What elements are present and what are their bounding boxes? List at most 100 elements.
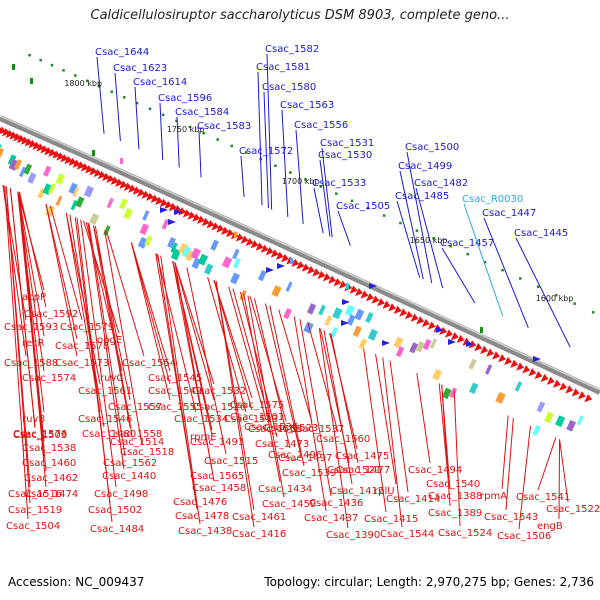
cds-arrow (584, 394, 593, 403)
cds-arrow (40, 145, 49, 154)
cog-band (257, 270, 267, 282)
top-leader (441, 247, 476, 304)
cds-arrow (68, 157, 77, 166)
bottom-leader (76, 217, 113, 523)
cog-band (441, 387, 452, 400)
bottom-leader (416, 373, 431, 464)
bottom-gene-label: Csac_1545 (148, 373, 202, 384)
bottom-gene-label: Csac_1438 (178, 526, 232, 537)
cog-band (344, 304, 356, 317)
top-gene-label: Csac_1500 (405, 142, 459, 153)
tick-dot (274, 164, 277, 168)
cog-band (181, 246, 192, 258)
bottom-leader (330, 333, 359, 464)
top-gene-label: Csac_1505 (336, 201, 390, 212)
cds-arrow (382, 300, 391, 309)
tick-dot (289, 171, 292, 174)
map-title: Caldicellulosiruptor saccharolyticus DSM… (90, 8, 510, 23)
bottom-leader (278, 309, 313, 423)
bottom-gene-label: Csac_1521 (327, 465, 381, 476)
cds-arrow (577, 391, 586, 400)
top-leader (406, 151, 433, 284)
cds-arrow (296, 261, 305, 270)
cog-band (190, 247, 201, 260)
feature-markers (12, 64, 541, 362)
cds-arrow (201, 217, 210, 227)
bottom-leader (382, 357, 403, 528)
cds-arrow (32, 141, 41, 150)
feature-square (480, 327, 483, 333)
cds-arrow (48, 148, 57, 157)
cog-band (55, 173, 66, 185)
bottom-gene-label: Csac_1415 (364, 514, 418, 525)
tick-dot (573, 302, 576, 305)
bottom-leader (264, 303, 301, 452)
top-gene-label: Csac_1596 (158, 93, 212, 104)
cog-band (555, 415, 566, 428)
bottom-gene-label: Csac_1536 (244, 422, 298, 433)
top-gene-label: Csac_R0030 (462, 194, 523, 205)
cog-band (536, 401, 546, 413)
bottom-gene-label: Csac_1437 (304, 513, 358, 524)
bottom-gene-label: Csac_1523 (264, 423, 318, 434)
cog-band (75, 196, 85, 208)
cds-arrow (328, 275, 337, 284)
tick-dot (50, 63, 54, 67)
cds-arrow (301, 263, 310, 272)
strand-marker (160, 207, 168, 213)
bottom-gene-label: Csac_1506 (497, 531, 551, 542)
cog-band (449, 387, 458, 399)
cds-arrow (141, 190, 150, 199)
bottom-leader (156, 253, 197, 413)
bottom-gene-label: Csac_1414 (386, 494, 440, 505)
bottom-leader (213, 279, 253, 411)
cds-arrow (93, 168, 102, 178)
top-gene-label: Csac_1457 (440, 238, 494, 249)
cog-band (139, 223, 150, 235)
bottom-gene-label: Csac_1539 (282, 468, 336, 479)
cog-band (318, 304, 326, 316)
cds-arrow (255, 242, 264, 251)
bottom-leader (65, 213, 101, 413)
bottom-gene-label: Csac_1532 (192, 386, 246, 397)
bottom-leader (80, 219, 117, 488)
cog-band (409, 342, 419, 354)
cds-arrow (393, 305, 402, 314)
strand-marker (341, 320, 349, 326)
feature-square (290, 258, 293, 264)
cog-band (532, 424, 541, 436)
cog-band (395, 346, 405, 358)
bottom-gene-label: Csac_1480 (82, 429, 136, 440)
cog-color-bands (0, 143, 584, 436)
bottom-leader-lines (2, 184, 569, 530)
cds-arrow (265, 247, 274, 256)
cds-arrow (404, 310, 413, 320)
cds-arrow (444, 329, 453, 338)
bottom-gene-label: Csac_1504 (6, 521, 60, 532)
feature-square (12, 64, 15, 70)
bottom-gene-label: Csac_1537 (290, 424, 344, 435)
cog-band (55, 195, 63, 206)
bottom-leader (239, 291, 278, 438)
cds-arrow (312, 268, 321, 277)
cds-band (0, 126, 593, 403)
cds-arrow (355, 287, 363, 297)
bottom-gene-label: Csac_1461 (232, 512, 286, 523)
bottom-leader (501, 415, 509, 490)
tick-dot (415, 229, 419, 232)
top-gene-label: Csac_1530 (318, 150, 372, 161)
bottom-gene-label: Csac_1578 (55, 341, 109, 352)
strand-marker (448, 339, 456, 345)
bottom-gene-label: Csac_1501 (230, 412, 284, 423)
genome-backbone (0, 115, 600, 395)
tick-dot (591, 311, 595, 314)
cds-arrow (216, 224, 225, 233)
bottom-gene-label: Csac_1522 (546, 504, 600, 515)
feature-square (346, 283, 349, 289)
cog-band (178, 242, 189, 255)
bottom-leader (45, 203, 78, 340)
cds-arrow (571, 388, 580, 397)
cds-arrow (146, 192, 154, 201)
cog-band (144, 235, 153, 247)
